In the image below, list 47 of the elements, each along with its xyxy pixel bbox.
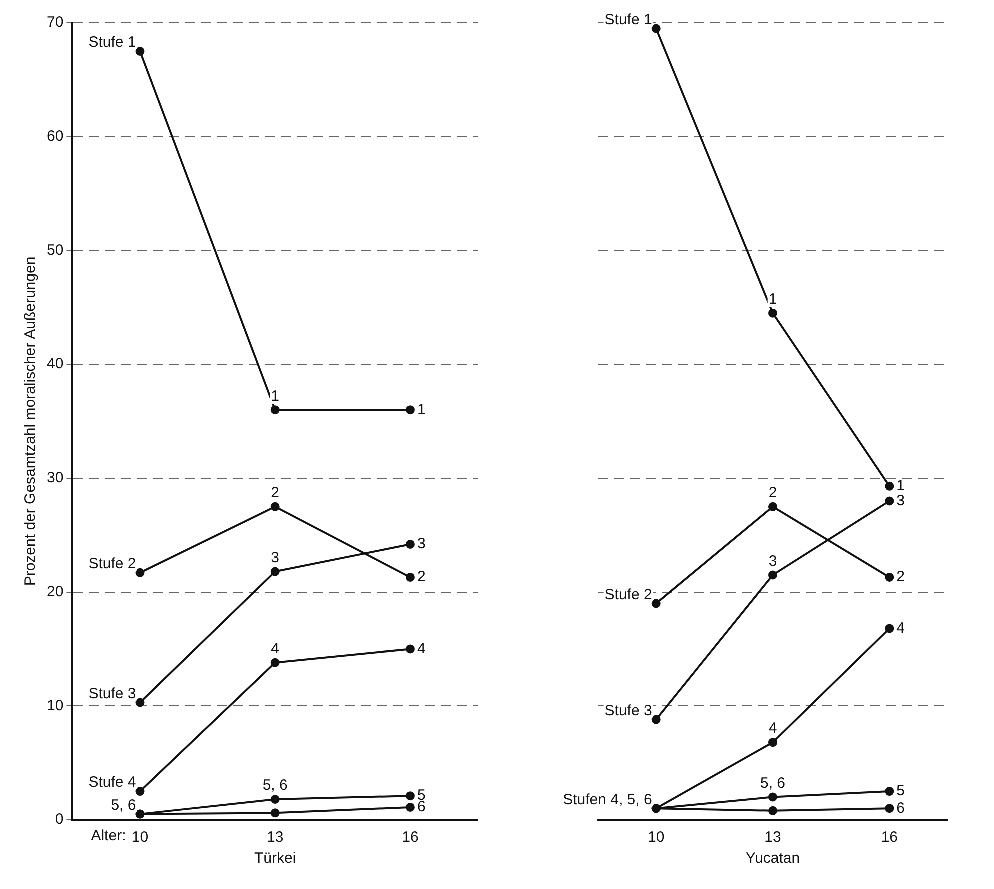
x-tick-label: 13 xyxy=(764,829,782,846)
y-tick-label: 20 xyxy=(46,583,64,600)
annotation: Stufe 1 xyxy=(88,34,136,52)
annotation: 1 xyxy=(896,478,906,495)
annotation: Stufe 3 xyxy=(604,702,652,720)
annotation: 2 xyxy=(417,568,426,586)
annotation: 4 xyxy=(768,720,778,738)
y-tick-label: 50 xyxy=(46,242,64,259)
y-tick-label: 10 xyxy=(46,697,64,714)
y-tick-label: 60 xyxy=(46,128,64,145)
annotation: Stufe 2 xyxy=(88,556,136,573)
annotation: 2 xyxy=(271,484,280,502)
y-axis-title: Prozent der Gesamtzahl moralischer Außerungen xyxy=(22,256,40,586)
x-tick-label: 13 xyxy=(267,829,284,846)
annotation: 4 xyxy=(417,640,426,658)
annotation: 1 xyxy=(271,388,280,405)
annotation: 4 xyxy=(271,640,280,658)
annotation: 5 xyxy=(896,782,906,800)
annotation: 2 xyxy=(896,568,906,586)
y-tick-label: 30 xyxy=(46,470,64,487)
y-tick-label: 70 xyxy=(46,14,64,32)
annotation: 2 xyxy=(768,484,778,502)
x-tick-label: 16 xyxy=(881,829,898,846)
annotation: 3 xyxy=(896,492,906,510)
annotation: 1 xyxy=(417,401,426,418)
x-tick-label: 16 xyxy=(402,829,419,846)
annotation: 1 xyxy=(768,290,778,308)
x-tick-label: 10 xyxy=(648,829,665,846)
x-axis-title: Yucatan xyxy=(746,850,800,868)
annotation: 5, 6 xyxy=(111,796,136,814)
annotation: Stufen 4, 5, 6 xyxy=(563,791,652,808)
annotation: 4 xyxy=(896,620,906,637)
x-axis-title: Türkei xyxy=(254,850,296,868)
annotation: 5, 6 xyxy=(262,777,288,794)
y-tick-label: 40 xyxy=(46,356,64,373)
annotation: 6 xyxy=(896,800,906,817)
annotation: Stufe 2 xyxy=(604,586,652,604)
annotation: 3 xyxy=(417,536,426,553)
annotation: Stufe 1 xyxy=(604,11,652,28)
text: Alter: xyxy=(91,828,126,845)
x-tick-label: 10 xyxy=(132,829,149,846)
annotation: 3 xyxy=(271,549,280,566)
annotation: 5, 6 xyxy=(760,774,786,792)
annotation: Stufe 4 xyxy=(88,774,136,792)
annotation: 3 xyxy=(768,552,778,570)
annotation: Stufe 3 xyxy=(88,685,136,702)
y-tick-label: 0 xyxy=(55,811,64,828)
